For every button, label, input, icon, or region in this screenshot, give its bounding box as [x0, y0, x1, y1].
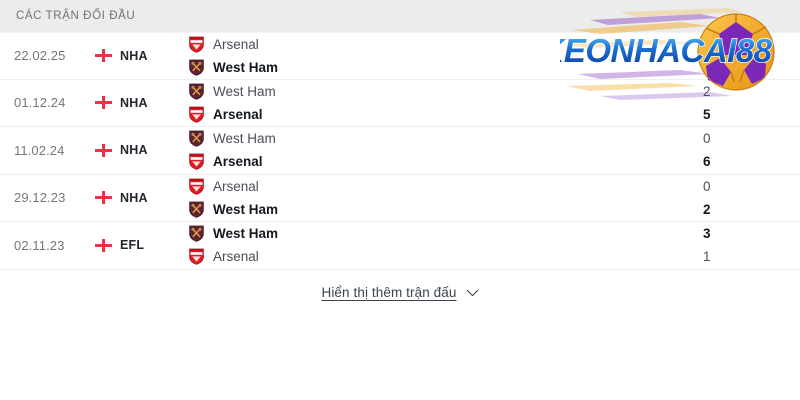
competition-cell: EFL	[95, 222, 185, 269]
away-team-row: Arsenal	[189, 105, 650, 123]
home-team-row: Arsenal	[189, 177, 650, 195]
away-team-row: Arsenal	[189, 248, 650, 266]
england-flag-icon	[95, 96, 112, 110]
competition-label: EFL	[120, 238, 145, 253]
away-team-name: Arsenal	[213, 249, 259, 265]
west-ham-crest-icon	[189, 225, 204, 243]
away-score: 6	[703, 154, 711, 170]
table-row[interactable]: 02.11.23 EFL West Ham Arsenal 3 1	[0, 222, 800, 270]
teams-cell: West Ham Arsenal	[185, 80, 650, 127]
competition-label: NHA	[120, 95, 148, 110]
match-date: 22.02.25	[14, 48, 66, 64]
home-score: 2	[703, 83, 711, 99]
home-team-row: West Ham	[189, 225, 650, 243]
arsenal-crest-icon	[189, 106, 204, 123]
match-date: 01.12.24	[14, 95, 66, 111]
match-date: 29.12.23	[14, 190, 66, 206]
home-score: 0	[703, 36, 711, 52]
home-team-row: West Ham	[189, 82, 650, 100]
away-team-row: Arsenal	[189, 153, 650, 171]
away-team-name: Arsenal	[213, 154, 263, 170]
west-ham-crest-icon	[189, 201, 204, 218]
competition-cell: NHA	[95, 175, 185, 222]
arsenal-crest-icon	[189, 36, 204, 53]
table-row[interactable]: 01.12.24 NHA West Ham Arsenal 2 5	[0, 80, 800, 127]
home-score: 0	[703, 131, 711, 147]
home-team-name: Arsenal	[213, 36, 259, 52]
competition-cell: NHA	[95, 127, 185, 174]
arsenal-crest-icon	[189, 178, 204, 195]
home-score: 0	[703, 178, 711, 194]
home-team-name: West Ham	[213, 83, 276, 99]
competition-label: NHA	[120, 190, 148, 205]
england-flag-icon	[95, 49, 112, 63]
home-team-row: West Ham	[189, 130, 650, 148]
chevron-down-icon[interactable]	[466, 289, 479, 297]
competition-label: NHA	[120, 143, 148, 158]
away-team-name: West Ham	[213, 59, 279, 75]
arsenal-crest-icon	[189, 153, 204, 171]
panel-header: CÁC TRẬN ĐỐI ĐẦU	[0, 0, 800, 32]
teams-cell: Arsenal West Ham	[185, 33, 650, 79]
teams-cell: West Ham Arsenal	[185, 222, 650, 269]
table-row[interactable]: 22.02.25 NHA Arsenal West Ham 0 1	[0, 32, 800, 80]
arsenal-crest-icon	[189, 248, 204, 266]
home-team-row: Arsenal	[189, 35, 650, 53]
england-flag-icon	[95, 191, 112, 205]
west-ham-crest-icon	[189, 130, 204, 148]
table-row[interactable]: 11.02.24 NHA West Ham Arsenal 0 6	[0, 127, 800, 175]
away-score: 1	[703, 59, 711, 75]
away-team-name: Arsenal	[213, 106, 263, 122]
away-team-row: West Ham	[189, 58, 650, 76]
teams-cell: West Ham Arsenal	[185, 127, 650, 174]
table-row[interactable]: 29.12.23 NHA Arsenal West Ham 0 2	[0, 175, 800, 222]
table-footer: Hiển thị thêm trận đấu	[0, 269, 800, 316]
west-ham-crest-icon	[189, 83, 204, 100]
away-score: 1	[703, 249, 711, 265]
competition-cell: NHA	[95, 80, 185, 127]
home-team-name: West Ham	[213, 131, 276, 147]
england-flag-icon	[95, 143, 112, 157]
away-team-name: West Ham	[213, 201, 279, 217]
away-score: 2	[703, 201, 711, 217]
match-date: 11.02.24	[14, 142, 65, 158]
home-team-name: West Ham	[213, 226, 279, 242]
competition-label: NHA	[120, 48, 148, 63]
teams-cell: Arsenal West Ham	[185, 175, 650, 222]
show-more-matches-link[interactable]: Hiển thị thêm trận đấu	[321, 285, 457, 300]
england-flag-icon	[95, 238, 112, 252]
head-to-head-table: 22.02.25 NHA Arsenal West Ham 0 1 01.12.24 NHA W…	[0, 32, 800, 270]
home-team-name: Arsenal	[213, 178, 259, 194]
away-team-row: West Ham	[189, 200, 650, 218]
page-title: CÁC TRẬN ĐỐI ĐẦU	[16, 10, 136, 22]
home-score: 3	[703, 226, 711, 242]
match-date: 02.11.23	[14, 237, 65, 253]
away-score: 5	[703, 106, 711, 122]
west-ham-crest-icon	[189, 59, 204, 76]
competition-cell: NHA	[95, 33, 185, 79]
